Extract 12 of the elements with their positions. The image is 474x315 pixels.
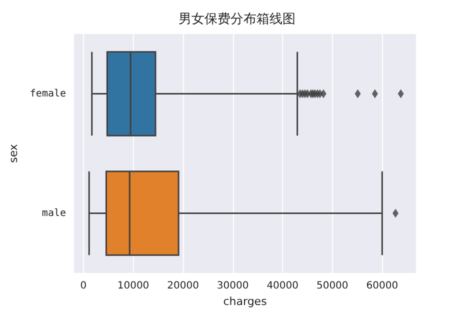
x-tick-label: 10000 (117, 280, 150, 292)
y-axis-title: sex (7, 144, 20, 163)
x-tick-label: 50000 (316, 280, 348, 292)
x-tick-label: 30000 (216, 280, 249, 292)
y-tick-label: female (30, 88, 66, 100)
y-tick-label: male (42, 208, 66, 219)
x-tick-label: 0 (80, 280, 87, 292)
x-tick-label: 20000 (167, 280, 199, 292)
x-tick-label: 60000 (366, 280, 398, 292)
x-axis-title: charges (223, 294, 268, 308)
chart-title: 男女保费分布箱线图 (178, 12, 296, 27)
x-tick-label: 40000 (266, 280, 298, 292)
